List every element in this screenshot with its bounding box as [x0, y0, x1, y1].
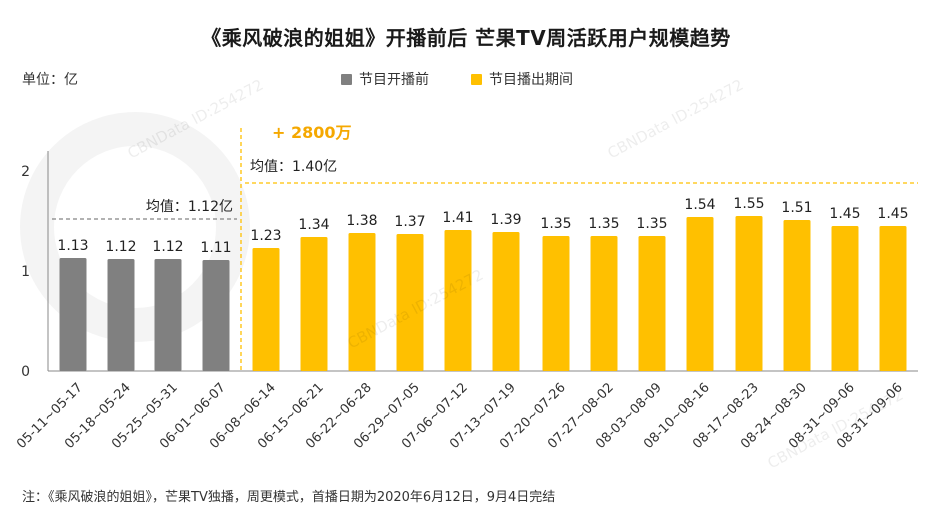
unit-label: 单位：亿: [22, 72, 78, 88]
bar-value-label: 1.12: [152, 239, 183, 255]
bar-value-label: 1.45: [829, 206, 860, 222]
legend-item-post: 节目播出期间: [471, 69, 573, 89]
bar: [590, 236, 618, 371]
bar: [348, 233, 376, 371]
bar-value-label: 1.38: [346, 213, 377, 229]
bar: [783, 220, 811, 371]
legend-swatch-post: [471, 73, 482, 85]
y-tick-label: 2: [21, 164, 30, 180]
bar-value-label: 1.35: [636, 216, 667, 232]
pre-average-label: 均值：1.12亿: [146, 199, 233, 215]
bar-value-label: 1.55: [733, 196, 764, 212]
legend-swatch-pre: [341, 73, 352, 85]
legend-label-post: 节目播出期间: [489, 72, 573, 88]
bar: [202, 260, 230, 371]
bar: [686, 217, 714, 371]
y-tick-label: 0: [21, 364, 30, 380]
bar-value-label: 1.13: [57, 238, 88, 254]
bar: [492, 232, 520, 371]
legend-item-pre: 节目开播前: [341, 69, 429, 89]
bar-value-label: 1.11: [200, 240, 231, 256]
bar: [542, 236, 570, 371]
bar-value-label: 1.35: [588, 216, 619, 232]
bar: [735, 216, 763, 371]
bar: [59, 258, 87, 371]
post-average-label: 均值：1.40亿: [250, 159, 337, 175]
bar-value-label: 1.54: [684, 197, 715, 213]
bar: [252, 248, 280, 371]
bar-value-label: 1.23: [250, 228, 281, 244]
footnote: 注：《乘风破浪的姐姐》，芒果TV独播，周更模式，首播日期为2020年6月12日，…: [22, 490, 556, 505]
bar-value-label: 1.12: [105, 239, 136, 255]
legend-label-pre: 节目开播前: [359, 72, 429, 88]
bar: [444, 230, 472, 371]
bar: [638, 236, 666, 371]
bar-value-label: 1.41: [442, 210, 473, 226]
chart-title: 《乘风破浪的姐姐》开播前后 芒果TV周活跃用户规模趋势: [201, 26, 731, 50]
bar: [300, 237, 328, 371]
bar-value-label: 1.34: [298, 217, 329, 233]
y-tick-label: 1: [21, 264, 30, 280]
bar: [107, 259, 135, 371]
bar: [396, 234, 424, 371]
increase-annotation: + 2800万: [272, 123, 352, 142]
bar-value-label: 1.37: [394, 214, 425, 230]
bar: [831, 226, 859, 371]
bar-value-label: 1.39: [490, 212, 521, 228]
bar-value-label: 1.45: [877, 206, 908, 222]
bar: [154, 259, 182, 371]
bar: [879, 226, 907, 371]
bar-value-label: 1.35: [540, 216, 571, 232]
bar-value-label: 1.51: [781, 200, 812, 216]
